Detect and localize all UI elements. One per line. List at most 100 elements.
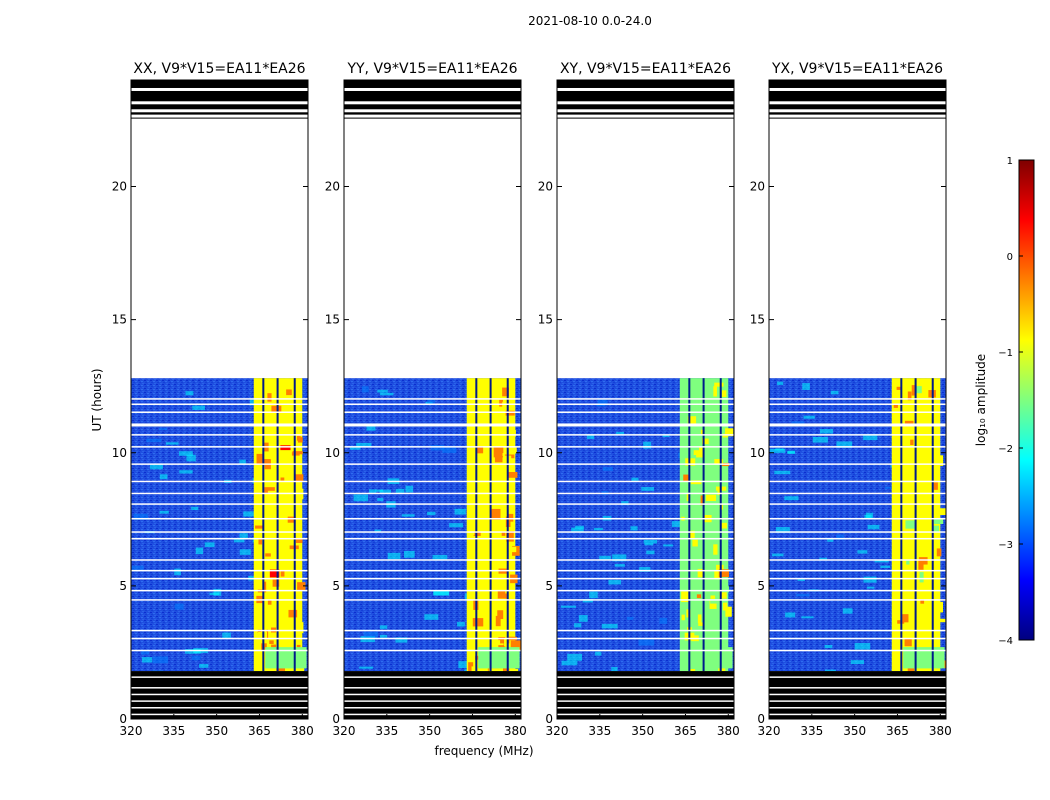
flag-row xyxy=(344,503,521,505)
colorbar-bar xyxy=(1018,159,1035,641)
heatmap-cell xyxy=(616,431,625,435)
y-tick-label: 5 xyxy=(545,579,553,593)
panel-frame xyxy=(768,79,947,720)
flag-row xyxy=(131,589,308,592)
flag-row xyxy=(557,411,734,413)
heatmap-cell xyxy=(836,534,844,541)
band-gap-line xyxy=(702,378,705,672)
heatmap-cell xyxy=(491,411,499,420)
heatmap-cell xyxy=(254,633,262,643)
flag-stripe xyxy=(557,676,734,678)
x-axis-label: frequency (MHz) xyxy=(434,744,533,758)
heatmap-cell xyxy=(433,590,449,596)
flag-row xyxy=(769,589,946,592)
flag-row xyxy=(557,637,734,640)
flag-stripe xyxy=(769,109,946,113)
heatmap-cell xyxy=(631,477,639,482)
flag-stripe xyxy=(131,713,308,716)
heatmap-cell xyxy=(502,387,509,397)
flag-row xyxy=(131,480,308,483)
x-tick-label: 350 xyxy=(205,724,228,738)
heatmap-cell xyxy=(797,578,805,582)
colorbar-tick-label: −1 xyxy=(998,348,1013,359)
heatmap-cell xyxy=(933,519,944,524)
heatmap-cell xyxy=(297,437,303,443)
heatmap-cell xyxy=(602,467,614,471)
heatmap-cell xyxy=(494,451,503,463)
heatmap-cell xyxy=(253,578,264,590)
heatmap-cell xyxy=(359,666,374,669)
heatmap-cell xyxy=(271,439,281,448)
heatmap-cell xyxy=(482,613,490,624)
heatmap-cell xyxy=(261,473,272,480)
heatmap-cell xyxy=(379,625,388,629)
y-tick-label: 0 xyxy=(757,712,765,726)
y-tick-label: 5 xyxy=(332,579,340,593)
heatmap-cell xyxy=(919,410,926,418)
flag-row xyxy=(557,589,734,592)
heatmap-cell xyxy=(233,539,245,543)
heatmap-cell xyxy=(497,591,508,599)
heatmap-cell xyxy=(863,576,877,583)
panel-title: XY, V9*V15=EA11*EA26 xyxy=(560,61,731,77)
heatmap-cell xyxy=(165,442,179,445)
heatmap-cell xyxy=(614,564,625,567)
heatmap-cell xyxy=(719,590,727,599)
flag-stripe xyxy=(131,101,308,105)
flagged-region-top xyxy=(131,80,308,120)
heatmap-cell xyxy=(932,525,940,532)
flag-row xyxy=(344,398,521,400)
heatmap-cell xyxy=(265,647,307,669)
heatmap-cell xyxy=(936,508,947,516)
heatmap-cell xyxy=(725,606,732,617)
flag-row xyxy=(557,577,734,580)
heatmap-cell xyxy=(914,397,922,405)
heatmap-cell xyxy=(686,493,690,502)
heatmap-cell xyxy=(287,516,296,523)
heatmap-cell xyxy=(191,655,201,661)
heatmap-cell xyxy=(659,617,668,624)
heatmap-cell xyxy=(204,542,215,548)
flag-row xyxy=(344,589,521,592)
flag-stripe xyxy=(344,713,521,716)
heatmap-cell xyxy=(621,501,629,506)
heatmap-cell xyxy=(812,436,828,443)
x-tick-label: 350 xyxy=(631,724,654,738)
flag-row xyxy=(344,463,521,465)
flag-stripe xyxy=(557,87,734,91)
heatmap-cell xyxy=(379,634,388,638)
heatmap-cell xyxy=(501,532,506,536)
y-tick-label: 10 xyxy=(750,446,765,460)
heatmap-cell xyxy=(504,638,508,647)
heatmap-cell xyxy=(928,571,932,582)
heatmap-cell xyxy=(916,386,922,394)
heatmap-cell xyxy=(933,630,939,638)
heatmap-cell xyxy=(791,421,805,425)
heatmap-cell xyxy=(457,621,465,627)
heatmap-cell xyxy=(895,561,899,566)
heatmap-cell xyxy=(209,592,220,595)
colorbar: log₁₀ amplitude 1 0 −1 −2 −3 −4 xyxy=(974,156,1035,647)
heatmap-cell xyxy=(904,420,914,426)
flag-row xyxy=(769,599,946,601)
flag-stripe xyxy=(344,700,521,702)
flag-stripe xyxy=(344,687,521,689)
heatmap-cell xyxy=(133,513,148,520)
heatmap-cell xyxy=(574,623,582,628)
heatmap-cell xyxy=(936,618,946,623)
flag-stripe xyxy=(131,707,308,709)
heatmap-cell xyxy=(630,526,638,531)
x-tick-label: 335 xyxy=(375,724,398,738)
band-gap-line xyxy=(475,378,478,672)
heatmap-cell xyxy=(466,530,475,536)
x-tick-label: 350 xyxy=(843,724,866,738)
flag-row xyxy=(557,537,734,540)
flag-stripe xyxy=(344,109,521,113)
heatmap-cell xyxy=(903,647,945,669)
heatmap-cell xyxy=(900,394,907,402)
heatmap-cell xyxy=(702,438,709,445)
heatmap-cell xyxy=(174,568,181,576)
panel-2: YY, V9*V15=EA11*EA26 0 5 10 15 20 320 335 350 365… xyxy=(325,61,527,738)
panel-frame xyxy=(130,79,309,720)
